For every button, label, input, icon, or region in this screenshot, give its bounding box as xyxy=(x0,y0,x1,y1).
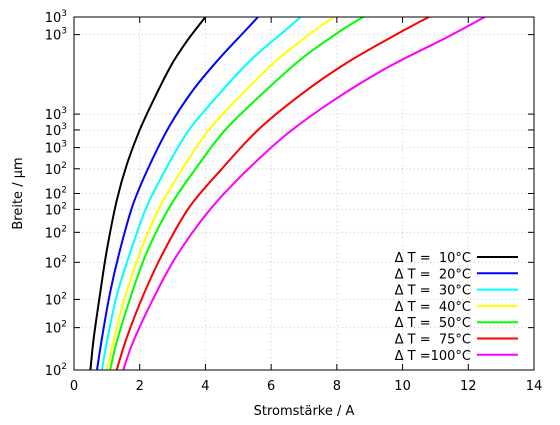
y-tick-label: 102 xyxy=(45,362,67,379)
y-tick-label: 102 xyxy=(45,201,67,218)
x-tick-label: 0 xyxy=(70,379,78,394)
y-axis-label: Breite / µm xyxy=(11,157,26,229)
x-tick-label: 4 xyxy=(201,379,209,394)
y-tick-exponent: 2 xyxy=(61,320,67,330)
y-tick-label: 102 xyxy=(45,161,67,178)
legend-label: Δ T = 40°C xyxy=(395,300,471,315)
x-axis-label: Stromstärke / A xyxy=(254,404,355,419)
series-line-6 xyxy=(122,17,486,370)
y-tick-exponent: 3 xyxy=(61,122,67,132)
y-tick-base: 10 xyxy=(45,293,62,308)
legend: Δ T = 10°CΔ T = 20°C Δ T = 30°CΔ T = 40°C… xyxy=(395,251,518,364)
legend-label: Δ T = 50°C xyxy=(395,316,471,331)
y-tick-label: 103 xyxy=(45,140,67,157)
legend-label: Δ T = 20°C xyxy=(395,267,471,282)
y-tick-exponent: 3 xyxy=(61,9,67,19)
series-line-0 xyxy=(89,17,207,370)
y-tick-base: 10 xyxy=(45,364,62,379)
y-tick-base: 10 xyxy=(45,256,62,271)
y-tick-exponent: 3 xyxy=(61,140,67,150)
y-tick-base: 10 xyxy=(45,203,62,218)
y-tick-base: 10 xyxy=(45,226,62,241)
y-tick-base: 10 xyxy=(45,124,62,139)
axis-ticks xyxy=(73,16,535,371)
y-tick-exponent: 2 xyxy=(61,254,67,264)
y-tick-label: 102 xyxy=(45,291,67,308)
y-tick-exponent: 3 xyxy=(61,27,67,37)
x-tick-label: 14 xyxy=(526,379,543,394)
grid xyxy=(74,17,534,370)
y-tick-exponent: 2 xyxy=(61,201,67,211)
y-tick-exponent: 2 xyxy=(61,224,67,234)
y-tick-label: 103 xyxy=(45,122,67,139)
legend-label: Δ T = 30°C xyxy=(395,284,471,299)
y-tick-exponent: 2 xyxy=(61,186,67,196)
x-tick-label: 8 xyxy=(333,379,341,394)
series-lines xyxy=(89,17,486,370)
y-tick-base: 10 xyxy=(45,108,62,123)
series-line-2 xyxy=(100,17,302,370)
y-tick-label: 102 xyxy=(45,254,67,271)
y-tick-base: 10 xyxy=(45,29,62,44)
y-tick-label: 103 xyxy=(45,106,67,123)
y-tick-label: 102 xyxy=(45,320,67,337)
y-tick-base: 10 xyxy=(45,142,62,157)
y-tick-label: 102 xyxy=(45,224,67,241)
y-tick-base: 10 xyxy=(45,163,62,178)
y-tick-label: 103 xyxy=(45,9,67,26)
y-tick-exponent: 2 xyxy=(61,161,67,171)
y-tick-label: 103 xyxy=(45,27,67,44)
x-tick-label: 10 xyxy=(394,379,411,394)
series-line-1 xyxy=(96,17,259,370)
x-tick-label: 6 xyxy=(267,379,275,394)
y-tick-exponent: 2 xyxy=(61,291,67,301)
y-tick-label: 102 xyxy=(45,186,67,203)
y-tick-base: 10 xyxy=(45,188,62,203)
series-line-3 xyxy=(105,17,335,370)
series-line-5 xyxy=(115,17,430,370)
y-tick-exponent: 3 xyxy=(61,106,67,116)
legend-label: Δ T = 10°C xyxy=(395,251,471,266)
x-tick-label: 2 xyxy=(136,379,144,394)
y-tick-base: 10 xyxy=(45,322,62,337)
series-line-4 xyxy=(109,17,365,370)
y-tick-exponent: 2 xyxy=(61,362,67,372)
x-tick-label: 12 xyxy=(460,379,477,394)
legend-label: Δ T = 75°C xyxy=(395,333,471,348)
y-tick-base: 10 xyxy=(45,11,62,26)
legend-label: Δ T =100°C xyxy=(395,349,471,364)
x-tick-labels: 0 2 4 6 8 10 12 14 xyxy=(70,379,542,394)
